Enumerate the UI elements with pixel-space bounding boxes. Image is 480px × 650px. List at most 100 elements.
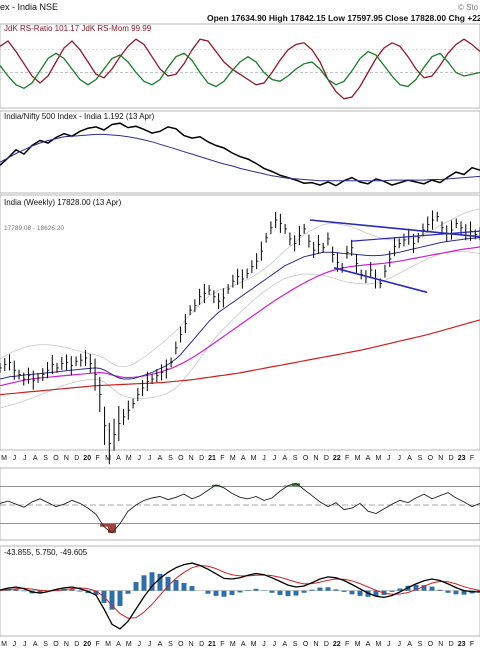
rrg-series-0 [0, 38, 480, 100]
x-tick-label: J [273, 641, 277, 648]
x-tick-label: F [470, 455, 474, 462]
x-tick-label: N [189, 455, 194, 462]
falling-wedge-lower-line [333, 267, 428, 294]
macd-histogram-bar [277, 590, 283, 595]
x-tick-label: F [220, 641, 224, 648]
macd-histogram-bar [253, 588, 259, 591]
macd-histogram-bar [245, 590, 251, 591]
x-tick-label: J [137, 455, 141, 462]
x-tick-label: A [33, 641, 38, 648]
macd-histogram-bar [389, 590, 395, 592]
macd-panel: -43.855, 5.750, -49.605 M J J A S O N D 20 F M A M J J… [0, 545, 480, 648]
macd-histogram-bar [133, 582, 139, 591]
ma-20-line [0, 246, 480, 387]
x-tick-label: A [116, 641, 121, 648]
x-tick-label: M [355, 455, 361, 462]
x-tick-label: M [375, 455, 381, 462]
x-tick-label: M [251, 455, 257, 462]
x-tick-label: A [282, 455, 287, 462]
x-tick-label: J [148, 641, 152, 648]
x-tick-label: M [105, 455, 111, 462]
x-tick-label: S [168, 455, 173, 462]
x-tick-label: A [116, 455, 121, 462]
macd-histogram-bar [117, 590, 123, 606]
x-tick-label: J [387, 455, 391, 462]
ohlc-readout: Open 17634.90 High 17842.15 Low 17597.95… [207, 13, 480, 23]
x-tick-label: J [397, 641, 401, 648]
x-tick-label: 21 [208, 455, 216, 462]
macd-line [0, 562, 480, 630]
x-tick-label: 21 [208, 641, 216, 648]
x-tick-label: 20 [83, 455, 91, 462]
macd-histogram-bar [109, 590, 115, 610]
x-tick-label: F [220, 455, 224, 462]
x-tick-label: A [366, 455, 371, 462]
macd-histogram-bar [397, 588, 403, 591]
x-tick-label: D [199, 455, 204, 462]
x-tick-label: A [158, 455, 163, 462]
rs-line [0, 122, 480, 187]
x-tick-label: S [293, 455, 298, 462]
oscillator-frame [0, 467, 480, 541]
macd-histogram-bar [237, 590, 243, 593]
x-tick-label: D [324, 455, 329, 462]
macd-histogram-bar [189, 586, 195, 591]
x-tick-label: 22 [333, 641, 341, 648]
macd-title: -43.855, 5.750, -49.605 [4, 548, 88, 557]
price-panel-frame [0, 194, 480, 451]
lower-envelope [0, 251, 480, 409]
x-tick-label: A [241, 455, 246, 462]
x-tick-label: O [303, 455, 309, 462]
x-tick-label: O [178, 641, 184, 648]
x-tick-label: O [428, 455, 434, 462]
osc-line [0, 482, 480, 534]
x-tick-label: D [199, 641, 204, 648]
x-tick-label: M [230, 455, 236, 462]
x-tick-label: N [64, 455, 69, 462]
x-tick-label: N [438, 641, 443, 648]
x-tick-label: M [105, 641, 111, 648]
x-tick-label: F [345, 641, 349, 648]
macd-histogram-bar [173, 579, 179, 591]
x-tick-label: N [189, 641, 194, 648]
macd-histogram-bar [325, 587, 331, 591]
macd-histogram-bar [461, 590, 467, 595]
osc-overbought-fill [292, 483, 300, 487]
macd-histogram-bar [77, 590, 83, 592]
macd-histogram-bar [309, 589, 315, 591]
x-tick-label: O [178, 455, 184, 462]
header-bar: ex - India NSE © Sto Open 17634.90 High … [0, 2, 480, 23]
x-tick-label: O [53, 455, 59, 462]
x-tick-label: N [438, 455, 443, 462]
x-tick-label: S [43, 455, 48, 462]
x-tick-label: 23 [458, 455, 466, 462]
macd-histogram-bar [157, 573, 163, 591]
x-tick-label: F [470, 641, 474, 648]
macd-histogram-bar [373, 590, 379, 597]
x-tick-label: J [387, 641, 391, 648]
macd-histogram-bar [69, 589, 75, 591]
x-tick-label: J [262, 455, 266, 462]
rrg-panel-frame [0, 23, 480, 109]
rs-moving-average [0, 133, 480, 182]
x-tick-label: F [345, 455, 349, 462]
price-panel: India (Weekly) 17828.00 (13 Apr) 17789.0… [0, 194, 480, 465]
relative-strength-panel: India/Nifty 500 Index - India 1.192 (13 … [0, 110, 480, 194]
x-tick-label: D [324, 641, 329, 648]
x-tick-label: J [13, 641, 17, 648]
x-tick-label: M [126, 641, 132, 648]
x-tick-label: 23 [458, 641, 466, 648]
x-tick-label: A [241, 641, 246, 648]
x-tick-label: S [168, 641, 173, 648]
macd-histogram-bar [349, 590, 355, 595]
x-tick-label: J [23, 455, 27, 462]
price-panel-title: India (Weekly) 17828.00 (13 Apr) [4, 198, 122, 207]
x-tick-label: A [282, 641, 287, 648]
x-tick-label: O [428, 641, 434, 648]
x-tick-label: D [74, 641, 79, 648]
macd-histogram-bar [37, 590, 43, 594]
macd-histogram-bar [341, 590, 347, 592]
x-tick-label: D [449, 455, 454, 462]
rrg-series-1 [0, 50, 480, 90]
